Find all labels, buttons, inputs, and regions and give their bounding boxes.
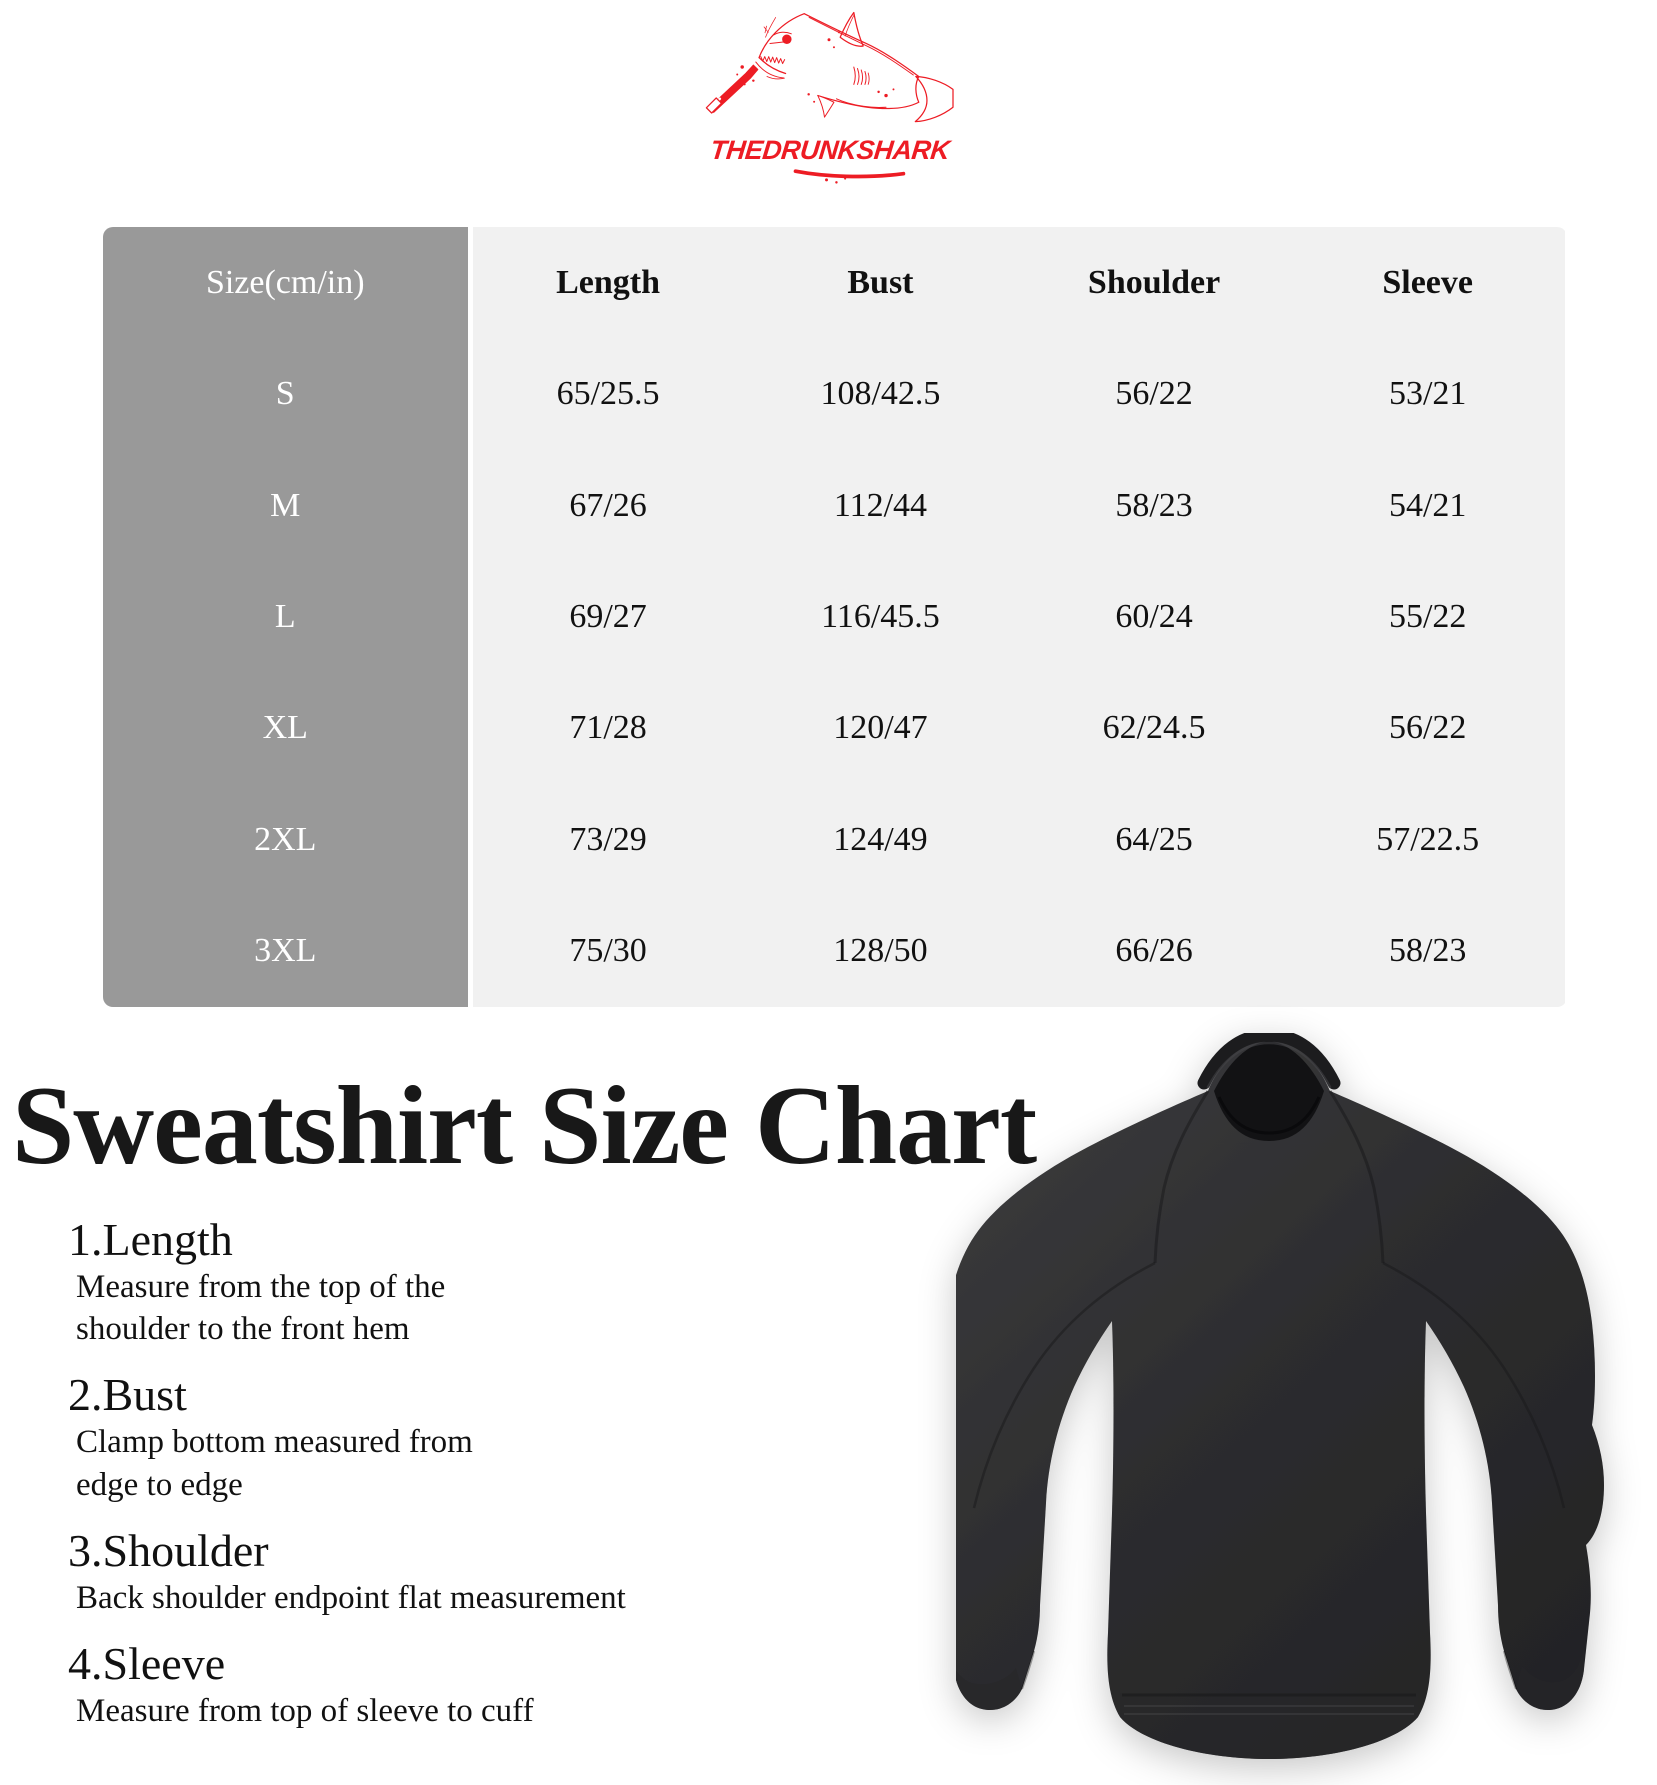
svg-text:THEDRUNKSHARK: THEDRUNKSHARK bbox=[709, 135, 954, 165]
